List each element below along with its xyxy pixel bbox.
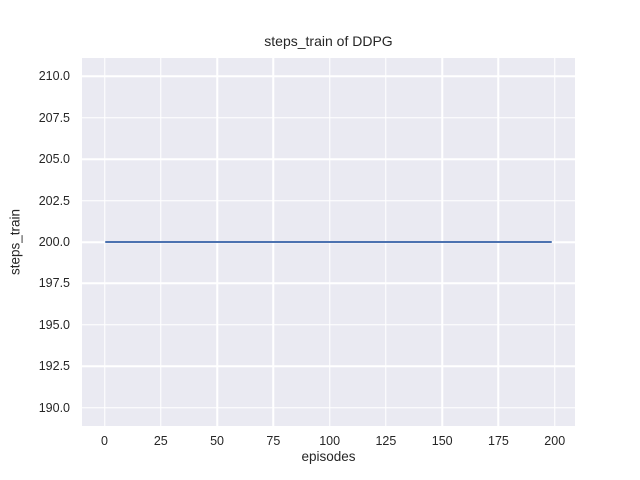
h-gridline — [82, 365, 575, 368]
x-tick-label: 50 — [210, 434, 225, 448]
y-tick-label: 205.0 — [38, 152, 70, 167]
y-tick-label: 210.0 — [38, 69, 70, 84]
series-line — [104, 241, 553, 243]
x-tick-label: 75 — [266, 434, 281, 448]
h-gridline — [82, 407, 575, 409]
x-tick-label: 125 — [375, 434, 397, 448]
y-tick-label: 192.5 — [38, 359, 70, 374]
x-tick-label: 150 — [431, 434, 453, 448]
h-gridline — [82, 116, 575, 119]
y-tick-label: 190.0 — [38, 400, 70, 415]
x-tick-label: 200 — [544, 434, 566, 448]
y-tick-label: 202.5 — [38, 193, 70, 208]
chart-title: steps_train of DDPG — [264, 33, 393, 49]
y-tick-label: 197.5 — [38, 276, 70, 291]
y-tick-label: 200.0 — [38, 235, 70, 249]
h-gridline — [82, 158, 575, 160]
x-tick-label: 0 — [101, 434, 108, 448]
v-gridline — [553, 58, 556, 426]
h-gridline — [82, 324, 575, 326]
h-gridline — [82, 75, 575, 77]
y-tick-label: 195.0 — [38, 317, 70, 332]
y-tick-label: 207.5 — [38, 110, 70, 125]
x-tick-label: 25 — [153, 434, 168, 448]
h-gridline — [82, 282, 575, 285]
plot-area: 190.0 192.5 195.0 197.5 200.0 202.5 205.0 207.5… — [39, 58, 575, 448]
x-axis-label: episodes — [301, 449, 356, 464]
x-tick-label: 100 — [319, 434, 341, 448]
h-gridline — [82, 199, 575, 202]
y-axis-label: steps_train — [7, 208, 23, 276]
x-tick-label: 175 — [488, 434, 509, 448]
